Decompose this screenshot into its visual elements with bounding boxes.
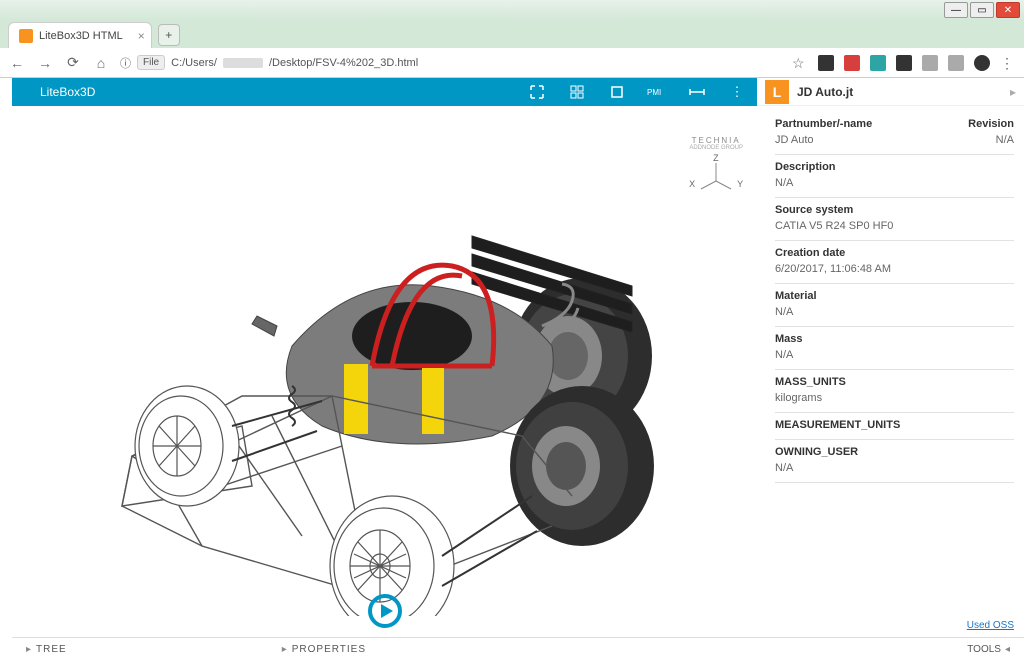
prop-value: kilograms (775, 392, 1014, 404)
topbar-file-header: L JD Auto.jt ▸ (757, 78, 1024, 106)
prop-label: Creation date (775, 247, 1014, 259)
axis-x-label: X (689, 179, 695, 189)
prop-row-description: Description N/A (775, 155, 1014, 198)
prop-label: Material (775, 290, 1014, 302)
axis-brand-text: TECHNIA (689, 136, 743, 145)
url-input[interactable]: ⓘ File C:/Users/ /Desktop/FSV-4%202_3D.ht… (120, 55, 782, 71)
prop-row-owning: OWNING_USER N/A (775, 440, 1014, 483)
bottom-toolbar: ▸ TREE ▸ PROPERTIES TOOLS ◂ (12, 637, 1024, 661)
used-oss-link[interactable]: Used OSS (967, 620, 1014, 631)
tab-title: LiteBox3D HTML (39, 30, 123, 42)
measure-icon[interactable] (677, 78, 717, 106)
application-root: LiteBox3D PMI ⋮ L JD Auto.jt ▸ TECHNIA A… (0, 78, 1024, 661)
browser-tab-strip: LiteBox3D HTML × + (0, 20, 1024, 48)
tools-toggle[interactable]: TOOLS ◂ (967, 644, 1010, 655)
ext-icon-6[interactable] (948, 55, 964, 71)
window-minimize-button[interactable]: — (944, 2, 968, 18)
browser-address-bar: ← → ⟳ ⌂ ⓘ File C:/Users/ /Desktop/FSV-4%2… (0, 48, 1024, 78)
prop-label: Source system (775, 204, 1014, 216)
pmi-icon[interactable]: PMI (637, 78, 677, 106)
properties-panel: Partnumber/-name JD Auto Revision N/A De… (769, 106, 1024, 633)
prop-value: N/A (775, 462, 1014, 474)
axis-y-label: Y (737, 179, 743, 189)
properties-label: PROPERTIES (292, 644, 366, 655)
prop-value: N/A (775, 349, 1014, 361)
grid-view-icon[interactable] (557, 78, 597, 106)
toolbar: PMI ⋮ (517, 78, 757, 106)
tree-label: TREE (36, 644, 67, 655)
prop-row-creation: Creation date 6/20/2017, 11:06:48 AM (775, 241, 1014, 284)
tab-close-icon[interactable]: × (138, 29, 145, 43)
prop-value: CATIA V5 R24 SP0 HF0 (775, 220, 1014, 232)
profile-avatar-icon[interactable] (974, 55, 990, 71)
prop-label: MASS_UNITS (775, 376, 1014, 388)
brand-logo-icon: L (765, 80, 789, 104)
window-close-button[interactable]: ✕ (996, 2, 1020, 18)
prop-row-material: Material N/A (775, 284, 1014, 327)
box-icon[interactable] (597, 78, 637, 106)
3d-viewport[interactable]: TECHNIA ADDNODE GROUP Z X Y (12, 106, 757, 633)
new-tab-button[interactable]: + (158, 24, 180, 46)
prop-label: Mass (775, 333, 1014, 345)
bookmark-star-icon[interactable]: ☆ (792, 55, 808, 71)
prop-value: JD Auto (775, 134, 872, 146)
axis-widget: TECHNIA ADDNODE GROUP Z X Y (689, 136, 743, 195)
back-button[interactable]: ← (8, 54, 26, 72)
browser-menu-icon[interactable]: ⋮ (1000, 55, 1016, 71)
fullscreen-icon[interactable] (517, 78, 557, 106)
prop-row-massunits: MASS_UNITS kilograms (775, 370, 1014, 413)
axis-brand-sub: ADDNODE GROUP (689, 145, 743, 151)
ext-icon-2[interactable] (844, 55, 860, 71)
prop-label: MEASUREMENT_UNITS (775, 419, 1014, 431)
home-button[interactable]: ⌂ (92, 54, 110, 72)
url-scheme-badge: File (137, 55, 165, 70)
axis-triad[interactable]: Z X Y (691, 155, 741, 195)
url-path-start: C:/Users/ (171, 57, 217, 69)
panel-toggle-icon[interactable]: ▸ (1010, 85, 1016, 99)
window-maximize-button[interactable]: ▭ (970, 2, 994, 18)
info-icon: ⓘ (120, 55, 131, 71)
prop-label: Description (775, 161, 1014, 173)
properties-toggle[interactable]: ▸ PROPERTIES (282, 644, 366, 655)
file-name: JD Auto.jt (797, 85, 853, 99)
app-title: LiteBox3D (40, 85, 95, 99)
prop-value: N/A (968, 134, 1014, 146)
tools-label: TOOLS (967, 644, 1001, 655)
reload-button[interactable]: ⟳ (64, 54, 82, 72)
tree-toggle[interactable]: ▸ TREE (26, 644, 67, 655)
prop-label: Partnumber/-name (775, 118, 872, 130)
app-topbar: LiteBox3D PMI ⋮ L JD Auto.jt ▸ (12, 78, 1024, 106)
prop-value: N/A (775, 177, 1014, 189)
svg-text:PMI: PMI (647, 88, 661, 97)
prop-value: 6/20/2017, 11:06:48 AM (775, 263, 1014, 275)
ext-icon-1[interactable] (818, 55, 834, 71)
prop-label: OWNING_USER (775, 446, 1014, 458)
chevron-left-icon: ◂ (1005, 644, 1010, 655)
car-model-render (92, 196, 692, 616)
topbar-main: LiteBox3D PMI ⋮ (12, 78, 757, 106)
prop-row-mass: Mass N/A (775, 327, 1014, 370)
prop-row-source: Source system CATIA V5 R24 SP0 HF0 (775, 198, 1014, 241)
prop-label: Revision (968, 118, 1014, 130)
window-titlebar: — ▭ ✕ (0, 0, 1024, 20)
chevron-right-icon: ▸ (282, 644, 288, 655)
ext-icon-5[interactable] (922, 55, 938, 71)
url-path-end: /Desktop/FSV-4%202_3D.html (269, 57, 418, 69)
prop-row-partnumber: Partnumber/-name JD Auto Revision N/A (775, 112, 1014, 155)
url-blur (223, 58, 263, 68)
prop-row-measunits: MEASUREMENT_UNITS (775, 413, 1014, 440)
more-menu-icon[interactable]: ⋮ (717, 78, 757, 106)
tab-favicon (19, 29, 33, 43)
chevron-right-icon: ▸ (26, 644, 32, 655)
ext-icon-3[interactable] (870, 55, 886, 71)
ext-icon-4[interactable] (896, 55, 912, 71)
forward-button[interactable]: → (36, 54, 54, 72)
prop-value: N/A (775, 306, 1014, 318)
play-button[interactable] (367, 593, 403, 629)
browser-tab[interactable]: LiteBox3D HTML × (8, 22, 152, 48)
extension-icons: ☆ ⋮ (792, 55, 1016, 71)
